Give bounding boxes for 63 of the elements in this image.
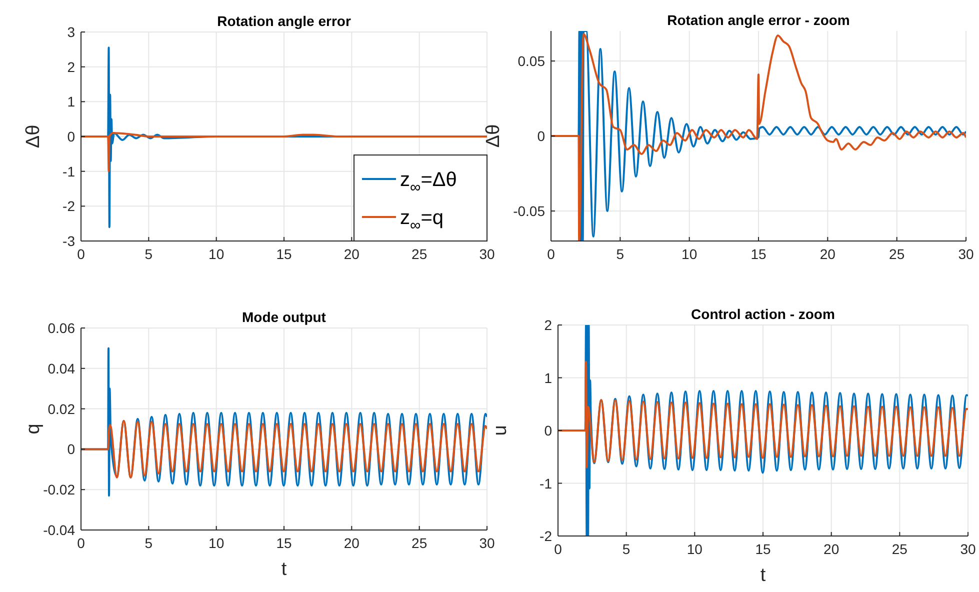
- line-series: [81, 420, 487, 478]
- x-tick-label: 0: [554, 541, 562, 557]
- y-axis-title: Δθ: [483, 124, 504, 148]
- y-tick-label: 0: [67, 441, 76, 458]
- x-tick-label: 5: [144, 246, 153, 262]
- y-tick-label: 0.02: [48, 400, 76, 417]
- x-tick-label: 30: [960, 541, 976, 557]
- x-tick-label: 25: [892, 541, 908, 557]
- y-tick-label: 1: [544, 370, 552, 386]
- x-tick-label: 30: [958, 246, 974, 262]
- line-series: [558, 360, 968, 468]
- x-tick-label: 10: [208, 535, 224, 551]
- x-tick-label: 10: [682, 246, 698, 262]
- x-tick-label: 25: [412, 246, 428, 262]
- y-tick-label: 0: [544, 422, 552, 438]
- y-axis-title: u: [490, 425, 511, 436]
- y-tick-label: 0.04: [48, 360, 76, 376]
- y-tick-label: 2: [67, 58, 76, 75]
- y-tick-label: -0.02: [43, 482, 76, 498]
- y-tick-label: 3: [67, 24, 76, 40]
- y-tick-label: -0.05: [513, 203, 546, 219]
- x-tick-label: 0: [77, 246, 86, 262]
- x-axis-title: t: [760, 565, 766, 586]
- x-tick-label: 15: [276, 246, 292, 262]
- chart-title: Mode output: [242, 309, 326, 325]
- y-tick-label: -0.04: [43, 522, 76, 538]
- x-tick-label: 25: [412, 535, 428, 551]
- x-tick-label: 25: [889, 246, 905, 262]
- x-tick-label: 5: [616, 246, 624, 262]
- y-tick-label: 0: [537, 128, 546, 144]
- chart-title: Rotation angle error - zoom: [667, 12, 850, 28]
- x-tick-label: 5: [144, 535, 153, 551]
- y-tick-label: -3: [62, 233, 76, 249]
- line-series: [81, 132, 487, 172]
- chart-title: Control action - zoom: [691, 306, 835, 322]
- y-axis-title: q: [23, 424, 44, 434]
- x-tick-label: 15: [755, 541, 771, 557]
- y-tick-label: 0.05: [518, 53, 546, 69]
- x-tick-label: 10: [686, 541, 703, 557]
- x-tick-label: 30: [479, 535, 495, 551]
- y-tick-label: 0.06: [48, 320, 76, 336]
- x-tick-label: 0: [77, 535, 86, 551]
- x-tick-label: 5: [622, 541, 630, 557]
- x-tick-label: 15: [750, 246, 766, 262]
- y-tick-label: 1: [67, 94, 76, 110]
- legend-label: z$_{∞}$=Δθ: [400, 169, 457, 196]
- x-axis-title: t: [281, 559, 288, 580]
- y-tick-label: -2: [540, 528, 552, 544]
- x-tick-label: 15: [276, 535, 292, 551]
- x-tick-label: 20: [344, 535, 360, 551]
- y-tick-label: 0: [67, 128, 76, 144]
- chart-title: Rotation angle error: [217, 13, 352, 29]
- y-tick-label: -1: [540, 475, 552, 492]
- x-tick-label: 20: [344, 246, 360, 262]
- x-tick-label: 20: [824, 541, 840, 557]
- y-tick-label: 2: [544, 317, 552, 333]
- x-tick-label: 20: [820, 246, 836, 262]
- y-tick-label: -2: [62, 198, 76, 214]
- y-tick-label: -1: [62, 163, 76, 180]
- x-tick-label: 30: [479, 246, 495, 262]
- legend-label: z$_{∞}$=q: [400, 207, 444, 234]
- y-axis-title: Δθ: [23, 124, 44, 148]
- x-tick-label: 10: [208, 246, 224, 262]
